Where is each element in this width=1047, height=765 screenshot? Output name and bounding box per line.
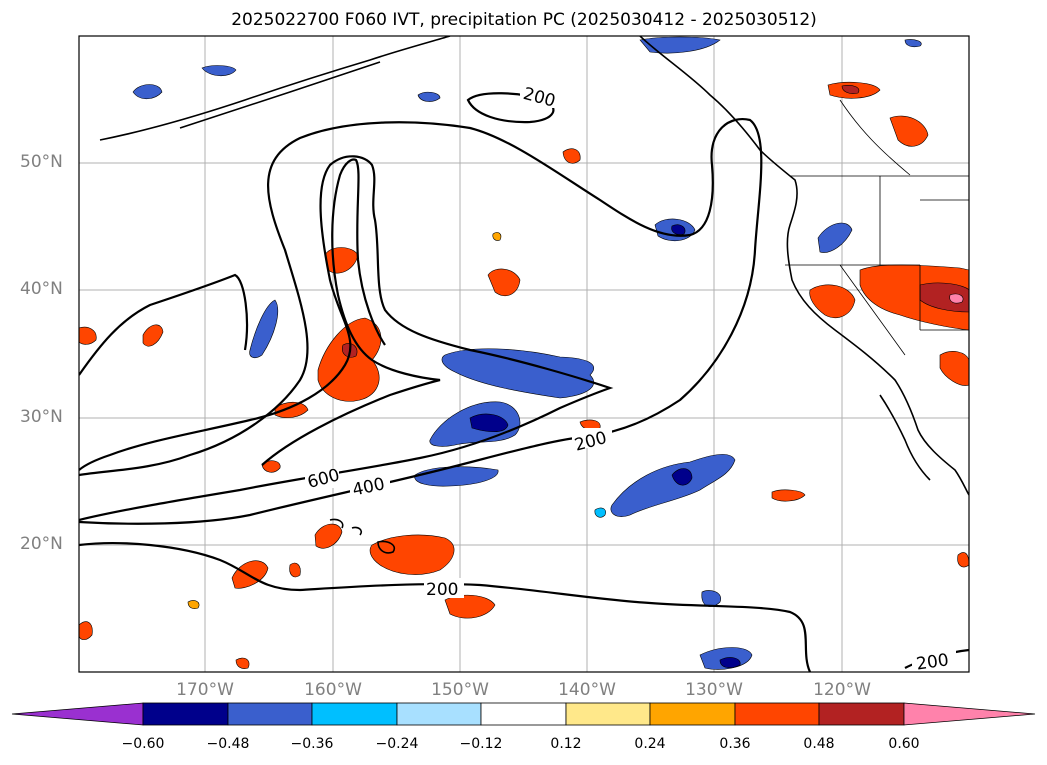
neg-blob-14 bbox=[904, 39, 922, 48]
lon-label-120w: 120°W bbox=[813, 680, 871, 700]
pos-blob-9-core bbox=[919, 282, 969, 313]
neg-blob-8 bbox=[132, 84, 163, 100]
ivt-200-contour-south bbox=[79, 542, 812, 672]
colorbar-bin bbox=[649, 702, 736, 726]
pos-blob-11-core bbox=[841, 85, 860, 94]
pos-blob-25 bbox=[492, 232, 502, 241]
contour-label: 200 bbox=[915, 650, 950, 674]
colorbar-tick: −0.12 bbox=[459, 736, 503, 752]
contour-labels: 200 200 600 400 200 200 bbox=[305, 84, 956, 675]
neg-blob-15 bbox=[594, 507, 606, 518]
colorbar-bin bbox=[396, 702, 482, 726]
lat-label-20n: 20°N bbox=[20, 534, 63, 554]
colorbar-bin bbox=[480, 702, 567, 726]
colorbar-bin bbox=[734, 702, 820, 726]
pos-blob-14 bbox=[142, 324, 164, 347]
colorbar-bin bbox=[142, 702, 229, 726]
state-lines-west bbox=[785, 176, 969, 356]
colorbar-extend-left bbox=[11, 702, 144, 726]
colorbar-bin bbox=[227, 702, 313, 726]
north-america-coast bbox=[639, 36, 969, 496]
neg-blob-9 bbox=[201, 65, 237, 77]
colorbar-bin bbox=[311, 702, 398, 726]
gridlines bbox=[79, 36, 969, 672]
neg-blob-1 bbox=[441, 348, 595, 399]
neg-blob-3 bbox=[414, 466, 499, 487]
coastlines bbox=[99, 36, 969, 554]
lon-label-150w: 150°W bbox=[431, 680, 489, 700]
pos-blob-5 bbox=[314, 523, 343, 549]
neg-blob-7 bbox=[817, 222, 853, 253]
pos-blob-17 bbox=[261, 460, 281, 473]
pos-blob-22 bbox=[289, 562, 301, 578]
neg-blob-10 bbox=[639, 36, 721, 54]
colorbar-tick: 0.24 bbox=[634, 736, 666, 752]
ivt-400-contour bbox=[79, 155, 614, 522]
colorbar-extend-right bbox=[903, 702, 1036, 726]
colorbar-tick: 0.36 bbox=[719, 736, 751, 752]
ivt-600-contour bbox=[261, 158, 441, 466]
pos-blob-2 bbox=[324, 247, 359, 274]
neg-blob-13 bbox=[417, 91, 441, 102]
lat-label-40n: 40°N bbox=[20, 279, 63, 299]
colorbar-bin bbox=[565, 702, 651, 726]
contour-label: 200 bbox=[426, 580, 458, 600]
pos-blob-4 bbox=[369, 534, 455, 575]
neg-blob-2-core bbox=[469, 413, 509, 433]
map-title: 2025022700 F060 IVT, precipitation PC (2… bbox=[231, 10, 817, 30]
colorbar-tick: 0.60 bbox=[888, 736, 920, 752]
lon-label-140w: 140°W bbox=[558, 680, 616, 700]
colorbar bbox=[11, 702, 1036, 726]
colorbar-tick: 0.48 bbox=[803, 736, 835, 752]
ivt-contours bbox=[79, 92, 969, 672]
colorbar-tick: −0.48 bbox=[206, 736, 250, 752]
ivt-200-contour-main bbox=[79, 118, 763, 525]
pos-blob-21 bbox=[957, 552, 969, 568]
pos-blob-13 bbox=[562, 148, 581, 164]
alaska-coast bbox=[99, 36, 451, 141]
lat-label-50n: 50°N bbox=[20, 152, 63, 172]
neg-blob-6 bbox=[249, 299, 279, 359]
aleutian-islands bbox=[179, 61, 381, 129]
positive-anomaly-regions bbox=[79, 81, 969, 669]
hawaii-islands bbox=[329, 518, 396, 554]
neg-blob-5-core bbox=[671, 224, 686, 235]
neg-blob-4-core bbox=[671, 468, 693, 486]
colorbar-tick: −0.36 bbox=[290, 736, 334, 752]
negative-anomaly-regions bbox=[132, 36, 922, 670]
lat-label-30n: 30°N bbox=[20, 407, 63, 427]
neg-blob-12 bbox=[701, 590, 721, 607]
lon-label-130w: 130°W bbox=[685, 680, 743, 700]
colorbar-bin bbox=[818, 702, 905, 726]
pos-blob-9-pink bbox=[949, 293, 964, 304]
map-frame bbox=[78, 35, 970, 673]
pos-blob-10 bbox=[939, 351, 969, 386]
lon-label-170w: 170°W bbox=[176, 680, 234, 700]
colorbar-tick: −0.24 bbox=[375, 736, 419, 752]
ivt-200-contour-inner bbox=[79, 273, 249, 376]
pos-blob-24 bbox=[187, 600, 200, 609]
pos-blob-6 bbox=[231, 560, 269, 589]
colorbar-tick: −0.60 bbox=[121, 736, 165, 752]
neg-blob-11-core bbox=[719, 657, 741, 669]
lon-label-160w: 160°W bbox=[304, 680, 362, 700]
political-borders bbox=[785, 99, 969, 356]
pos-blob-3 bbox=[487, 268, 521, 296]
baja-coast bbox=[879, 394, 931, 481]
pos-blob-23 bbox=[235, 657, 250, 669]
pos-blob-20 bbox=[79, 621, 93, 640]
ivt-200-contour-north bbox=[466, 92, 555, 124]
pos-blob-12 bbox=[889, 115, 929, 147]
pos-blob-15 bbox=[79, 326, 97, 345]
canada-provincial bbox=[839, 99, 911, 176]
colorbar-tick: 0.12 bbox=[550, 736, 582, 752]
pos-blob-18 bbox=[771, 489, 806, 502]
neg-blob-4 bbox=[610, 454, 736, 517]
pos-blob-16 bbox=[274, 401, 309, 419]
pos-blob-8 bbox=[809, 284, 856, 319]
